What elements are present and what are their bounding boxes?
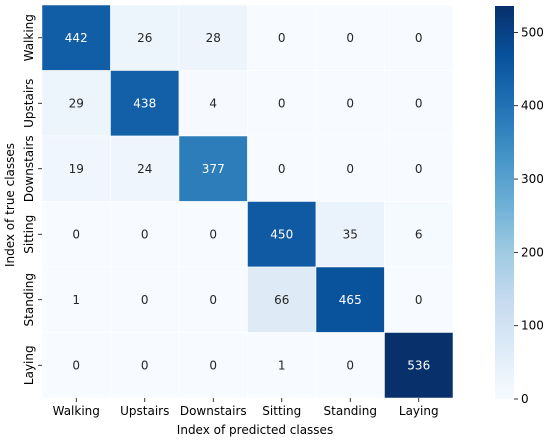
heatmap-cell bbox=[178, 135, 248, 202]
cell-value-label: 377 bbox=[202, 162, 225, 176]
heatmap-cell bbox=[315, 201, 385, 268]
y-axis-title: Index of true classes bbox=[3, 143, 17, 267]
heatmap-cell bbox=[41, 4, 111, 71]
x-tick-label: Walking bbox=[53, 404, 100, 418]
x-tick-label: Sitting bbox=[262, 404, 301, 418]
cell-value-label: 0 bbox=[346, 96, 354, 110]
heatmap-cell bbox=[110, 135, 180, 202]
cell-value-label: 0 bbox=[72, 227, 80, 241]
cell-value-label: 0 bbox=[415, 31, 423, 45]
cell-value-label: 465 bbox=[339, 293, 362, 307]
cell-value-label: 0 bbox=[278, 31, 286, 45]
colorbar-ticks: 0 100 200 300 400 500 bbox=[514, 25, 544, 406]
cell-value-label: 4 bbox=[209, 96, 217, 110]
cell-value-label: 66 bbox=[274, 293, 289, 307]
colorbar bbox=[495, 6, 514, 399]
y-tick-label: Laying bbox=[22, 345, 36, 385]
x-axis-title: Index of predicted classes bbox=[177, 423, 333, 437]
heatmap-cell bbox=[384, 135, 454, 202]
colorbar-tick-label: 400 bbox=[521, 99, 544, 113]
x-tick-label: Standing bbox=[324, 404, 377, 418]
heatmap-cell bbox=[41, 266, 111, 333]
cell-value-label: 442 bbox=[65, 31, 88, 45]
x-tick-label: Upstairs bbox=[120, 404, 169, 418]
heatmap-cell bbox=[178, 266, 248, 333]
heatmap-cell bbox=[247, 70, 317, 137]
x-tick-label: Downstairs bbox=[180, 404, 247, 418]
y-tick-label: Downstairs bbox=[22, 135, 36, 202]
cell-value-label: 1 bbox=[278, 358, 286, 372]
cell-value-label: 19 bbox=[69, 162, 84, 176]
heatmap-cell bbox=[247, 201, 317, 268]
y-tick-label: Standing bbox=[22, 273, 36, 326]
y-axis-ticks: Walking Upstairs Downstairs Sitting Standing… bbox=[22, 14, 42, 385]
cell-value-label: 450 bbox=[270, 227, 293, 241]
cell-value-label: 0 bbox=[209, 293, 217, 307]
cell-value-label: 24 bbox=[137, 162, 152, 176]
heatmap-cell bbox=[110, 201, 180, 268]
colorbar-tick-label: 100 bbox=[521, 319, 544, 333]
heatmap-cell bbox=[247, 332, 317, 399]
heatmap-cell bbox=[384, 201, 454, 268]
heatmap-cell bbox=[384, 4, 454, 71]
heatmap-cell bbox=[247, 266, 317, 333]
cell-value-label: 0 bbox=[141, 358, 149, 372]
cell-value-label: 0 bbox=[141, 293, 149, 307]
cell-value-label: 0 bbox=[415, 293, 423, 307]
cell-value-label: 28 bbox=[206, 31, 221, 45]
cell-value-label: 0 bbox=[346, 358, 354, 372]
cell-value-label: 0 bbox=[346, 31, 354, 45]
heatmap-cell bbox=[384, 70, 454, 137]
colorbar-tick-label: 300 bbox=[521, 172, 544, 186]
heatmap-cell bbox=[178, 201, 248, 268]
y-tick-label: Upstairs bbox=[22, 79, 36, 128]
heatmap-cell bbox=[247, 4, 317, 71]
heatmap-cell bbox=[110, 4, 180, 71]
heatmap-cell bbox=[384, 266, 454, 333]
cell-value-label: 29 bbox=[69, 96, 84, 110]
cell-value-label: 0 bbox=[141, 227, 149, 241]
heatmap-cell bbox=[110, 70, 180, 137]
cell-value-label: 35 bbox=[343, 227, 358, 241]
cell-value-label: 1 bbox=[72, 293, 80, 307]
heatmap-cell bbox=[315, 4, 385, 71]
heatmap-cell-labels: 442 26 28 0 0 0 29 438 4 0 0 0 19 24 377 0 0 0 0 0 0 450 35 6 1 0… bbox=[65, 31, 430, 373]
cell-value-label: 536 bbox=[407, 358, 430, 372]
heatmap-cell bbox=[178, 4, 248, 71]
x-axis-ticks: Walking Upstairs Downstairs Sitting Standing… bbox=[53, 398, 439, 418]
cell-value-label: 0 bbox=[346, 162, 354, 176]
heatmap-cell bbox=[41, 332, 111, 399]
cell-value-label: 0 bbox=[415, 162, 423, 176]
x-tick-label: Laying bbox=[399, 404, 439, 418]
colorbar-tick-label: 0 bbox=[521, 392, 529, 406]
cell-value-label: 0 bbox=[209, 358, 217, 372]
y-tick-label: Walking bbox=[22, 14, 36, 61]
heatmap-cells bbox=[41, 4, 454, 399]
cell-value-label: 0 bbox=[415, 96, 423, 110]
colorbar-tick-label: 500 bbox=[521, 25, 544, 39]
y-tick-label: Sitting bbox=[22, 215, 36, 254]
heatmap-cell bbox=[384, 332, 454, 399]
heatmap-cell bbox=[315, 135, 385, 202]
heatmap-cell bbox=[315, 266, 385, 333]
cell-value-label: 0 bbox=[72, 358, 80, 372]
cell-value-label: 438 bbox=[133, 96, 156, 110]
cell-value-label: 0 bbox=[278, 162, 286, 176]
cell-value-label: 6 bbox=[415, 227, 423, 241]
heatmap-cell bbox=[247, 135, 317, 202]
cell-value-label: 0 bbox=[209, 227, 217, 241]
heatmap-cell bbox=[41, 135, 111, 202]
colorbar-tick-label: 200 bbox=[521, 245, 544, 259]
heatmap-cell bbox=[41, 201, 111, 268]
cell-value-label: 26 bbox=[137, 31, 152, 45]
heatmap-cell bbox=[315, 332, 385, 399]
cell-value-label: 0 bbox=[278, 96, 286, 110]
